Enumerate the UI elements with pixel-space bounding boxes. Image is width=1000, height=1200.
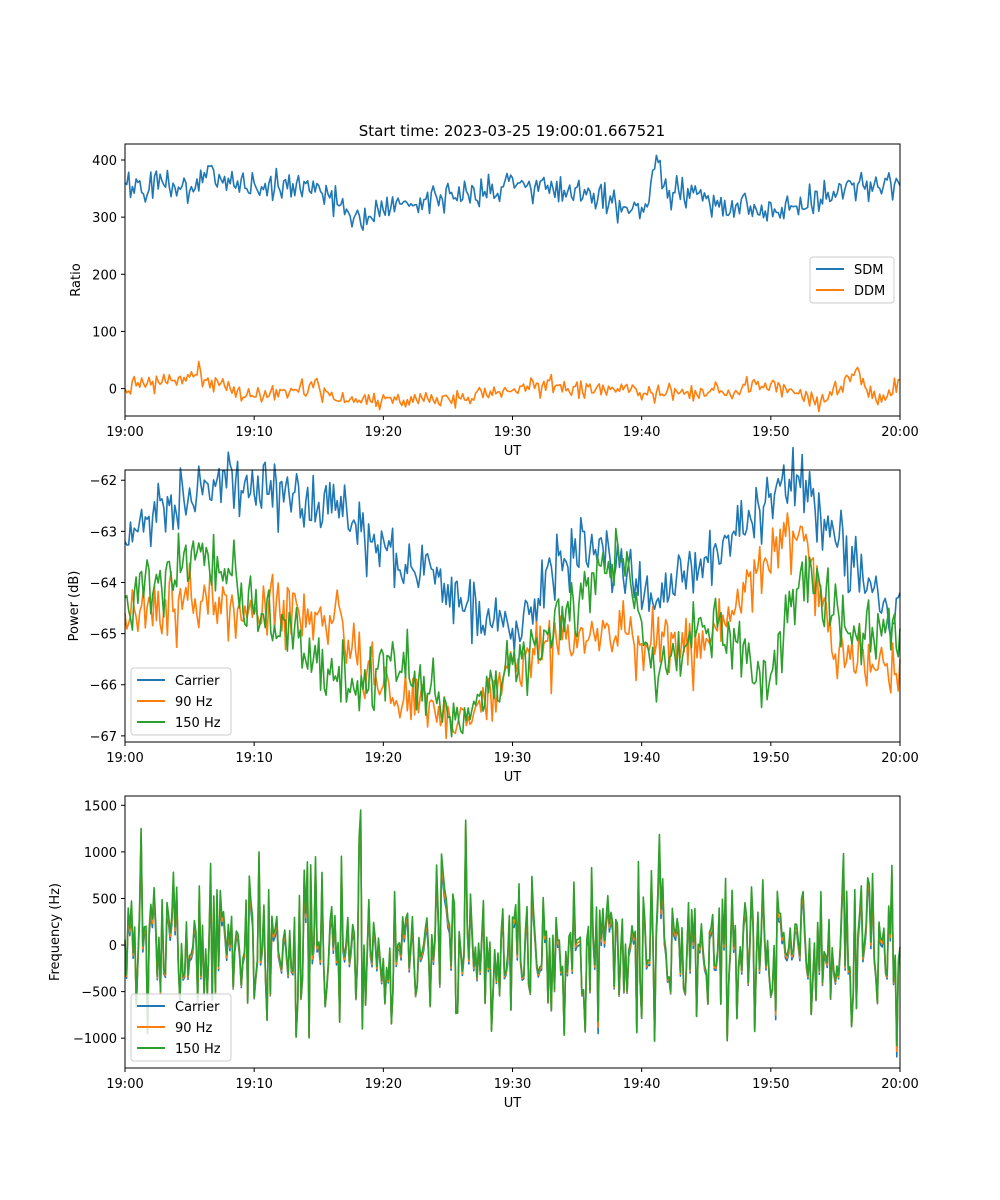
- x-axis-label: UT: [504, 770, 522, 785]
- x-tick-label: 19:10: [235, 1077, 272, 1092]
- x-tick-label: 19:30: [494, 751, 531, 766]
- series-line-150-hz: [124, 809, 901, 1047]
- chart-panel-2: 19:00 19:10 19:20 19:30 19:40 19:50 20:00 UT −67…: [67, 446, 919, 785]
- legend-label: 150 Hz: [175, 716, 221, 731]
- x-tick-label: 19:10: [235, 751, 272, 766]
- x-tick-label: 19:20: [365, 751, 402, 766]
- series-line-carrier: [124, 446, 901, 652]
- y-axis-label: Frequency (Hz): [48, 883, 63, 981]
- y-tick-label: 400: [92, 154, 117, 169]
- x-tick-label: 19:00: [106, 1077, 143, 1092]
- legend-label: DDM: [854, 284, 885, 299]
- x-axis-label: UT: [504, 1096, 522, 1111]
- x-tick-label: 19:40: [623, 425, 660, 440]
- y-tick-label: 0: [109, 939, 117, 954]
- x-tick-label: 19:50: [752, 751, 789, 766]
- x-tick-label: 19:50: [752, 1077, 789, 1092]
- x-tick-label: 19:50: [752, 425, 789, 440]
- y-tick-label: 1000: [84, 846, 117, 861]
- y-tick-label: 300: [92, 211, 117, 226]
- x-axis-label: UT: [504, 444, 522, 459]
- y-tick-label: −66: [90, 679, 117, 694]
- x-tick-label: 19:20: [365, 425, 402, 440]
- legend-box: [130, 667, 232, 736]
- chart-title: Start time: 2023-03-25 19:00:01.667521: [359, 122, 665, 140]
- axes-frame: [124, 469, 901, 743]
- legend: SDM DDM: [809, 256, 895, 304]
- legend: Carrier 90 Hz 150 Hz: [130, 667, 232, 736]
- y-tick-label: 0: [109, 383, 117, 398]
- chart-panel-3: 19:00 19:10 19:20 19:30 19:40 19:50 20:00 UT −10…: [48, 795, 919, 1111]
- x-tick-label: 19:40: [623, 751, 660, 766]
- x-tick-label: 19:00: [106, 751, 143, 766]
- y-tick-label: 1500: [84, 799, 117, 814]
- y-tick-label: 500: [92, 892, 117, 907]
- legend-label: Carrier: [175, 1000, 220, 1015]
- x-tick-label: 20:00: [881, 425, 918, 440]
- series-line-sdm: [124, 154, 901, 231]
- axes-layer: 19:00 19:10 19:20 19:30 19:40 19:50 20:00 UT 0 10…: [48, 143, 919, 1111]
- y-axis-label: Power (dB): [67, 571, 82, 642]
- x-tick-label: 20:00: [881, 1077, 918, 1092]
- y-tick-label: −65: [90, 628, 117, 643]
- y-tick-label: −62: [90, 474, 117, 489]
- legend-label: 90 Hz: [175, 695, 212, 710]
- legend-box: [130, 993, 232, 1062]
- y-tick-label: 200: [92, 268, 117, 283]
- legend: Carrier 90 Hz 150 Hz: [130, 993, 232, 1062]
- x-tick-label: 20:00: [881, 751, 918, 766]
- x-tick-label: 19:20: [365, 1077, 402, 1092]
- legend-label: 90 Hz: [175, 1021, 212, 1036]
- series-line-150-hz: [124, 527, 901, 738]
- y-tick-label: −500: [81, 986, 117, 1001]
- chart-panel-1: 19:00 19:10 19:20 19:30 19:40 19:50 20:00 UT 0 10…: [69, 143, 919, 459]
- legend-label: SDM: [854, 263, 883, 278]
- y-tick-label: −63: [90, 525, 117, 540]
- x-tick-label: 19:30: [494, 1077, 531, 1092]
- x-tick-label: 19:40: [623, 1077, 660, 1092]
- x-tick-label: 19:30: [494, 425, 531, 440]
- legend-label: 150 Hz: [175, 1042, 221, 1057]
- y-tick-label: 100: [92, 325, 117, 340]
- x-tick-label: 19:10: [235, 425, 272, 440]
- legend-label: Carrier: [175, 674, 220, 689]
- y-tick-label: −67: [90, 730, 117, 745]
- x-tick-label: 19:00: [106, 425, 143, 440]
- y-tick-label: −64: [90, 576, 117, 591]
- y-axis-label: Ratio: [69, 263, 84, 296]
- series-line-ddm: [124, 360, 901, 413]
- y-tick-label: −1000: [73, 1032, 117, 1047]
